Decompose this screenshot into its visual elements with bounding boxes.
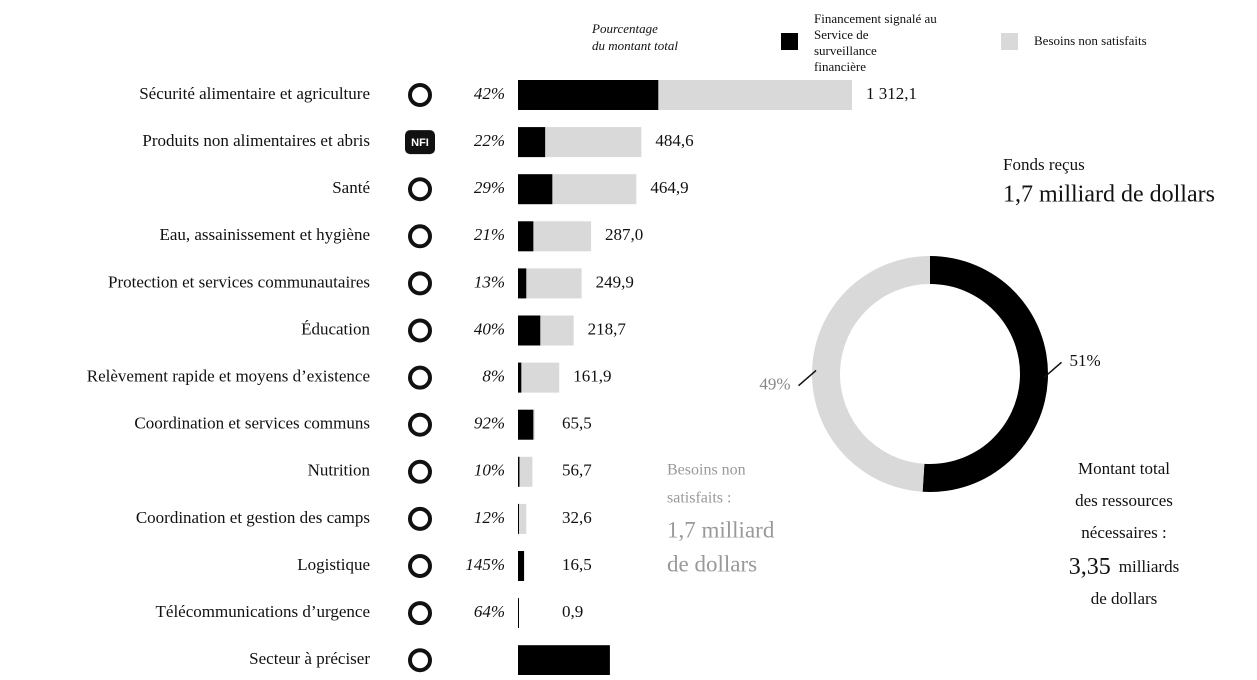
- bar-unmet: [518, 504, 526, 534]
- value-label: 32,6: [562, 508, 592, 527]
- icon: [410, 273, 430, 293]
- icon: [410, 556, 430, 576]
- bar-funded: [518, 598, 519, 628]
- total-amount: 3,35 milliards: [1069, 554, 1179, 580]
- bar-funded: [518, 127, 545, 157]
- bar-unmet: [518, 268, 582, 298]
- funded-amount: 1,7 milliard de dollars: [1003, 182, 1215, 208]
- donut-segment: [812, 256, 930, 492]
- category-label: Santé: [332, 178, 370, 197]
- category-label: Télécommunications d’urgence: [156, 602, 370, 621]
- value-label: 218,7: [588, 319, 627, 338]
- category-label: Éducation: [301, 319, 370, 338]
- legend-swatch: [781, 33, 798, 50]
- icon: [410, 603, 430, 623]
- category-label: Protection et services communautaires: [108, 272, 370, 291]
- legend-swatch: [1001, 33, 1018, 50]
- total-text: Montant total: [1078, 459, 1170, 478]
- category-label: Secteur à préciser: [249, 649, 370, 668]
- icon: [410, 509, 430, 529]
- icon: [410, 321, 430, 341]
- unmet-text: satisfaits :: [667, 490, 731, 507]
- total-amount: 3,35: [1069, 554, 1111, 580]
- percent-label: 64%: [474, 602, 505, 621]
- bar-funded: [518, 363, 521, 393]
- value-label: 287,0: [605, 225, 643, 244]
- header: Pourcentage: [591, 21, 658, 36]
- category-label: Nutrition: [308, 461, 371, 480]
- donut-label: 51%: [1069, 351, 1100, 370]
- bar-unmet: [518, 363, 559, 393]
- bar-unmet: [518, 457, 532, 487]
- donut-label: 49%: [759, 375, 790, 394]
- icon: [410, 462, 430, 482]
- bar-funded: [518, 174, 552, 204]
- funded-title: Fonds reçus: [1003, 155, 1085, 174]
- value-label: 0,9: [562, 602, 583, 621]
- bar-funded: [518, 504, 519, 534]
- value-label: 56,7: [562, 461, 592, 480]
- category-label: Sécurité alimentaire et agriculture: [139, 84, 370, 103]
- percent-label: 13%: [474, 272, 505, 291]
- icon: [410, 85, 430, 105]
- total-unit: milliards: [1119, 557, 1179, 576]
- bar-funded: [518, 80, 658, 110]
- bar-funded: [518, 457, 519, 487]
- unmet-text: Besoins non: [667, 462, 746, 479]
- value-label: 249,9: [596, 272, 634, 291]
- icon: [410, 368, 430, 388]
- icon: [410, 650, 430, 670]
- legend-label: Besoins non satisfaits: [1034, 33, 1147, 48]
- bar-funded: [518, 410, 533, 440]
- category-label: Produits non alimentaires et abris: [142, 131, 370, 150]
- percent-label: 40%: [474, 319, 505, 338]
- category-label: Coordination et services communs: [134, 414, 370, 433]
- total-text: nécessaires :: [1081, 523, 1166, 542]
- unmet-text: de dollars: [667, 551, 757, 576]
- percent-label: 22%: [474, 131, 505, 150]
- percent-label: 10%: [474, 461, 505, 480]
- total-text: de dollars: [1091, 589, 1158, 608]
- percent-label: 12%: [474, 508, 505, 527]
- icon: [410, 179, 430, 199]
- bar-funded: [518, 645, 610, 675]
- value-label: 16,5: [562, 555, 592, 574]
- percent-label: 8%: [482, 367, 505, 386]
- category-label: Eau, assainissement et hygiène: [159, 225, 370, 244]
- category-label: Coordination et gestion des camps: [136, 508, 370, 527]
- total-text: des ressources: [1075, 491, 1173, 510]
- icon: [410, 226, 430, 246]
- header: du montant total: [592, 38, 678, 53]
- bar-funded: [518, 316, 540, 346]
- donut-segment: [923, 256, 1048, 492]
- value-label: 484,6: [655, 131, 693, 150]
- category-label: Relèvement rapide et moyens d’existence: [87, 367, 370, 386]
- value-label: 65,5: [562, 414, 592, 433]
- percent-label: 145%: [465, 555, 505, 574]
- value-label: 161,9: [573, 367, 611, 386]
- percent-label: 42%: [474, 84, 505, 103]
- value-label: 1 312,1: [866, 84, 917, 103]
- percent-label: 92%: [474, 414, 505, 433]
- percent-label: 21%: [474, 225, 505, 244]
- category-label: Logistique: [297, 555, 370, 574]
- value-label: 464,9: [650, 178, 688, 197]
- bar-funded: [518, 268, 526, 298]
- percent-label: 29%: [474, 178, 505, 197]
- bar-funded: [518, 221, 533, 251]
- bar-funded: [518, 551, 524, 581]
- unmet-text: 1,7 milliard: [667, 517, 775, 542]
- icon: [410, 415, 430, 435]
- icon-label: NFI: [411, 137, 429, 149]
